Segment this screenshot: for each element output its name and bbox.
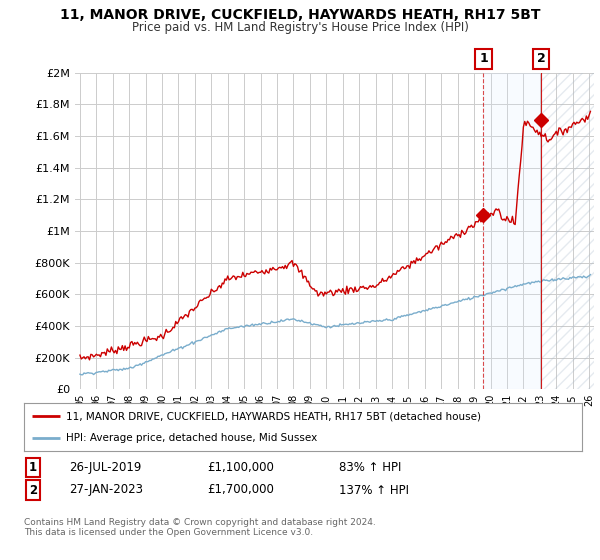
- Text: 2: 2: [29, 483, 37, 497]
- Text: 11, MANOR DRIVE, CUCKFIELD, HAYWARDS HEATH, RH17 5BT (detached house): 11, MANOR DRIVE, CUCKFIELD, HAYWARDS HEA…: [66, 411, 481, 421]
- Text: 1: 1: [29, 461, 37, 474]
- Text: £1,100,000: £1,100,000: [207, 461, 274, 474]
- Bar: [541, 73, 594, 389]
- Text: 83% ↑ HPI: 83% ↑ HPI: [339, 461, 401, 474]
- Text: 26-JUL-2019: 26-JUL-2019: [69, 461, 142, 474]
- Text: Price paid vs. HM Land Registry's House Price Index (HPI): Price paid vs. HM Land Registry's House …: [131, 21, 469, 34]
- Text: 11, MANOR DRIVE, CUCKFIELD, HAYWARDS HEATH, RH17 5BT: 11, MANOR DRIVE, CUCKFIELD, HAYWARDS HEA…: [60, 8, 540, 22]
- Text: 137% ↑ HPI: 137% ↑ HPI: [339, 483, 409, 497]
- Text: £1,700,000: £1,700,000: [207, 483, 274, 497]
- Text: 2: 2: [536, 52, 545, 66]
- Bar: [541, 73, 594, 389]
- Text: 1: 1: [479, 52, 488, 66]
- Text: 27-JAN-2023: 27-JAN-2023: [69, 483, 143, 497]
- Bar: [484, 73, 541, 389]
- Text: Contains HM Land Registry data © Crown copyright and database right 2024.
This d: Contains HM Land Registry data © Crown c…: [24, 518, 376, 538]
- Text: HPI: Average price, detached house, Mid Sussex: HPI: Average price, detached house, Mid …: [66, 433, 317, 443]
